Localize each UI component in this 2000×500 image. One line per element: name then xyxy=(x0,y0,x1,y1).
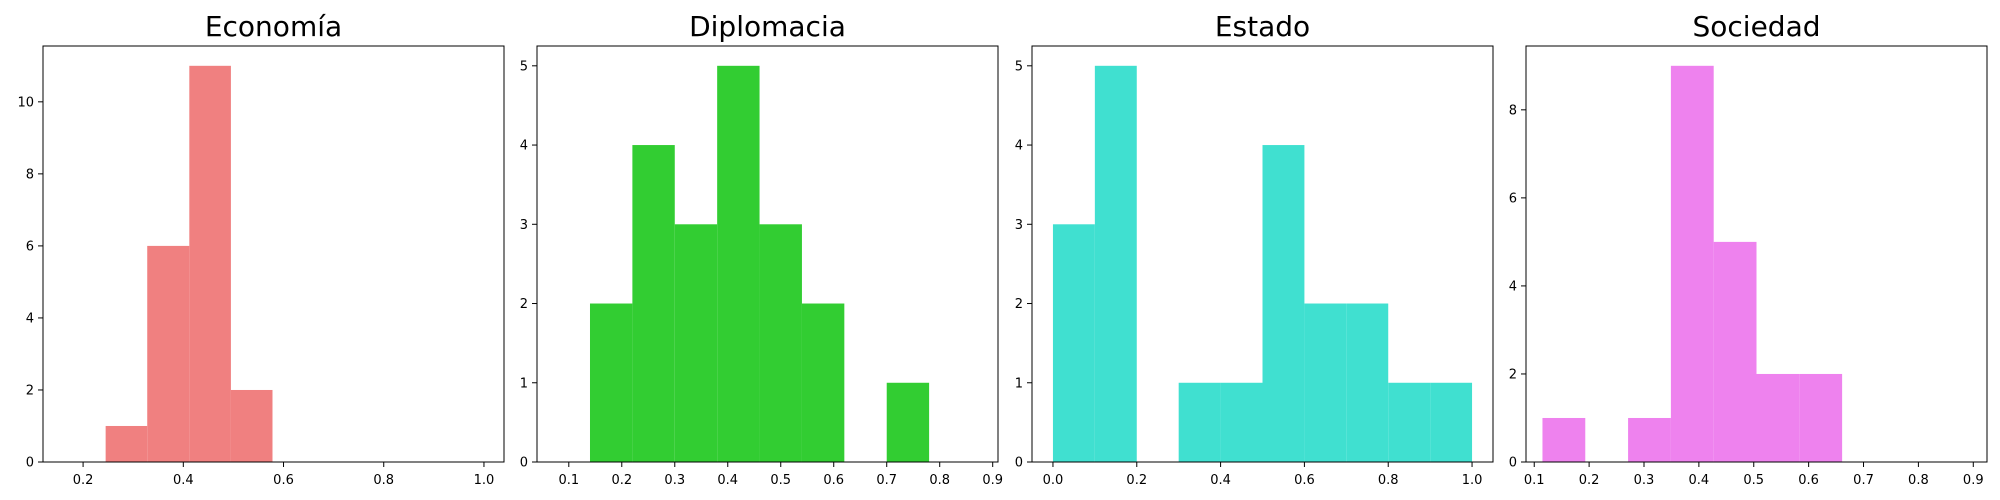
sociedad-axes-frame xyxy=(1525,45,1988,463)
estado-axes-frame xyxy=(1031,45,1494,463)
economia-x-tick-label: 0.6 xyxy=(273,473,294,488)
diplomacia-y-tick-label: 4 xyxy=(520,139,528,154)
diplomacia-x-tick-label: 0.8 xyxy=(929,473,950,488)
diplomacia-bar-5 xyxy=(801,303,845,462)
estado-x-tick-label: 0.8 xyxy=(1378,473,1399,488)
diplomacia-x-tick-label: 0.5 xyxy=(770,473,791,488)
sociedad-x-tick-label: 0.5 xyxy=(1743,473,1764,488)
sociedad-bar-2 xyxy=(1670,65,1714,462)
sociedad-y-tick-label: 6 xyxy=(1509,191,1517,206)
sociedad-bar-0 xyxy=(1542,417,1586,462)
diplomacia-y-tick-label: 3 xyxy=(520,218,528,233)
diplomacia-bar-6 xyxy=(886,382,930,462)
estado-x-tick-label: 1.0 xyxy=(1462,473,1483,488)
estado-bar-2 xyxy=(1178,382,1221,462)
economia-x-tick-label: 1.0 xyxy=(474,473,495,488)
sociedad-bar-4 xyxy=(1756,373,1800,462)
diplomacia-bar-1 xyxy=(632,145,675,463)
sociedad-panel: 0.1 0.2 0.3 0.4 0.5 0.6 0.7 0.8 0.9 0 2 4 6 8 Sociedad xyxy=(1509,10,1988,488)
sociedad-bar-5 xyxy=(1799,373,1843,462)
sociedad-y-tick-label: 2 xyxy=(1509,367,1517,382)
diplomacia-x-tick-label: 0.1 xyxy=(558,473,579,488)
estado-bar-5 xyxy=(1304,303,1347,462)
sociedad-x-tick-label: 0.6 xyxy=(1798,473,1819,488)
diplomacia-x-tick-label: 0.3 xyxy=(664,473,685,488)
economia-panel: 0.2 0.4 0.6 0.8 1.0 0 2 4 6 8 10 Economía xyxy=(17,10,505,488)
sociedad-bar-1 xyxy=(1628,417,1671,462)
economia-bar-3 xyxy=(230,389,273,462)
economia-bar-0 xyxy=(105,425,148,462)
estado-bar-4 xyxy=(1262,145,1305,463)
diplomacia-bar-3 xyxy=(717,65,760,462)
economia-title: Economía xyxy=(205,10,342,43)
sociedad-y-tick-label: 4 xyxy=(1509,279,1517,294)
economia-y-tick-label: 8 xyxy=(26,167,34,182)
estado-bar-7 xyxy=(1388,382,1431,462)
estado-bar-1 xyxy=(1094,65,1137,462)
diplomacia-x-tick-label: 0.6 xyxy=(823,473,844,488)
sociedad-x-tick-label: 0.8 xyxy=(1908,473,1929,488)
sociedad-y-tick-label: 8 xyxy=(1509,103,1517,118)
economia-x-tick-label: 0.2 xyxy=(73,473,94,488)
sociedad-y-tick-label: 0 xyxy=(1509,456,1517,471)
diplomacia-y-tick-label: 2 xyxy=(520,297,528,312)
economia-y-tick-label: 2 xyxy=(26,383,34,398)
sociedad-title: Sociedad xyxy=(1692,10,1820,43)
estado-x-tick-label: 0.2 xyxy=(1126,473,1147,488)
sociedad-x-tick-label: 0.2 xyxy=(1579,473,1600,488)
estado-y-tick-label: 5 xyxy=(1015,59,1023,74)
economia-y-tick-label: 6 xyxy=(26,239,34,254)
sociedad-x-tick-label: 0.9 xyxy=(1963,473,1984,488)
estado-y-tick-label: 1 xyxy=(1015,376,1023,391)
estado-bar-3 xyxy=(1220,382,1263,462)
estado-y-tick-label: 2 xyxy=(1015,297,1023,312)
economia-bar-2 xyxy=(189,65,231,462)
sociedad-x-tick-label: 0.3 xyxy=(1634,473,1655,488)
diplomacia-y-tick-label: 5 xyxy=(520,59,528,74)
estado-y-tick-label: 4 xyxy=(1015,139,1023,154)
sociedad-x-tick-label: 0.7 xyxy=(1853,473,1874,488)
diplomacia-x-tick-label: 0.7 xyxy=(876,473,897,488)
sociedad-x-tick-label: 0.4 xyxy=(1689,473,1710,488)
estado-x-tick-label: 0.0 xyxy=(1043,473,1064,488)
diplomacia-bar-4 xyxy=(759,224,802,462)
diplomacia-bar-2 xyxy=(674,224,718,462)
economia-y-tick-label: 0 xyxy=(26,456,34,471)
economia-x-tick-label: 0.4 xyxy=(173,473,194,488)
diplomacia-axes-frame xyxy=(536,45,999,463)
diplomacia-x-tick-label: 0.9 xyxy=(982,473,1003,488)
diplomacia-y-tick-label: 1 xyxy=(520,376,528,391)
diplomacia-title: Diplomacia xyxy=(689,10,846,43)
economia-bar-1 xyxy=(147,245,190,462)
estado-x-tick-label: 0.6 xyxy=(1294,473,1315,488)
diplomacia-x-tick-label: 0.2 xyxy=(611,473,632,488)
diplomacia-x-tick-label: 0.4 xyxy=(717,473,738,488)
estado-bar-6 xyxy=(1346,303,1389,462)
estado-y-tick-label: 3 xyxy=(1015,218,1023,233)
estado-x-tick-label: 0.4 xyxy=(1210,473,1231,488)
estado-title: Estado xyxy=(1215,10,1310,43)
diplomacia-panel: 0.1 0.2 0.3 0.4 0.5 0.6 0.7 0.8 0.9 0 1 2 3 4 5 Diploma… xyxy=(520,10,1003,488)
economia-y-tick-label: 10 xyxy=(17,95,34,110)
estado-bar-0 xyxy=(1052,224,1095,462)
economia-x-tick-label: 0.8 xyxy=(373,473,394,488)
estado-bar-8 xyxy=(1430,382,1473,462)
sociedad-bar-3 xyxy=(1713,241,1757,462)
estado-y-tick-label: 0 xyxy=(1015,456,1023,471)
estado-panel: 0.0 0.2 0.4 0.6 0.8 1.0 0 1 2 3 4 5 Estado xyxy=(1015,10,1494,488)
economia-axes-frame xyxy=(42,45,505,463)
diplomacia-y-tick-label: 0 xyxy=(520,456,528,471)
diplomacia-bar-0 xyxy=(589,303,633,462)
economia-y-tick-label: 4 xyxy=(26,311,34,326)
sociedad-x-tick-label: 0.1 xyxy=(1524,473,1545,488)
